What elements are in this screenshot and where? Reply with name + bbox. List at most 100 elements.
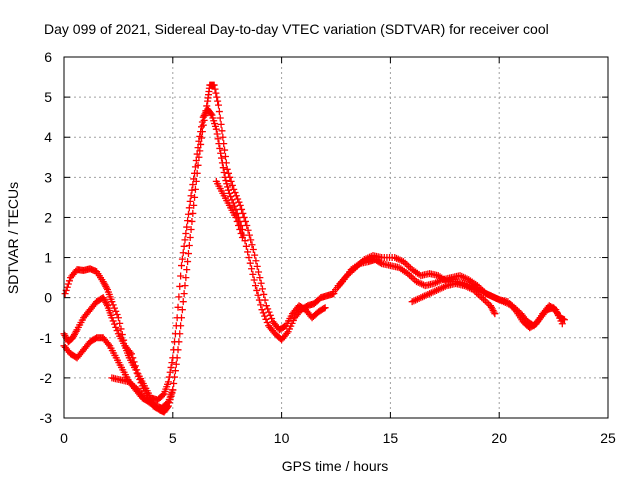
data-point-marker	[215, 140, 223, 148]
data-point-marker	[184, 250, 192, 258]
data-point-marker	[218, 127, 226, 135]
data-point-marker	[163, 399, 171, 407]
data-point-marker	[103, 284, 111, 292]
data-point-marker	[184, 217, 192, 225]
data-point-marker	[233, 217, 241, 225]
data-point-marker	[190, 175, 198, 183]
data-point-marker	[256, 274, 264, 282]
data-point-marker	[214, 97, 222, 105]
data-point-marker	[230, 185, 238, 193]
y-tick-label: 2	[44, 209, 52, 225]
data-point-marker	[221, 146, 229, 154]
data-point-marker	[63, 283, 71, 291]
data-point-marker	[257, 279, 265, 287]
data-point-marker	[171, 330, 179, 338]
data-point-marker	[185, 204, 193, 212]
data-point-marker	[257, 301, 265, 309]
data-point-marker	[133, 366, 141, 374]
data-point-marker	[108, 314, 116, 322]
y-tick-label: 6	[44, 49, 52, 65]
data-point-marker	[231, 202, 239, 210]
data-point-marker	[249, 270, 257, 278]
data-point-marker	[238, 234, 246, 241]
data-point-marker	[266, 311, 274, 319]
data-point-marker	[182, 274, 190, 282]
data-point-marker	[114, 314, 122, 322]
data-point-marker	[219, 164, 227, 172]
data-point-marker	[258, 306, 266, 314]
data-point-marker	[231, 189, 239, 197]
data-point-marker	[172, 360, 180, 368]
data-point-marker	[177, 272, 185, 280]
data-point-marker	[251, 282, 259, 290]
grid-lines	[64, 57, 608, 418]
data-point-marker	[129, 354, 137, 362]
data-point-marker	[244, 226, 252, 234]
data-point-marker	[186, 234, 194, 241]
data-point-marker	[167, 363, 175, 371]
data-point-marker	[175, 293, 183, 301]
x-axis-label: GPS time / hours	[282, 458, 389, 474]
data-point-marker	[558, 320, 566, 328]
data-point-marker	[195, 137, 203, 145]
data-point-marker	[126, 348, 134, 356]
data-point-marker	[232, 213, 240, 221]
data-point-marker	[258, 285, 266, 293]
tick-labels: 0 5 10 15 20 25 -3 -2 -1 0 1 2 3 4 5 6	[40, 49, 616, 446]
series-track-e	[330, 256, 568, 330]
data-point-marker	[193, 150, 201, 158]
x-tick-label: 5	[169, 430, 177, 446]
data-point-marker	[220, 169, 228, 177]
data-point-marker	[249, 246, 257, 254]
data-point-marker	[260, 290, 268, 298]
data-point-marker	[191, 185, 199, 193]
y-tick-label: 4	[44, 129, 52, 145]
plot-frame	[63, 56, 609, 419]
data-point-marker	[217, 149, 225, 157]
data-point-marker	[164, 378, 172, 386]
x-tick-label: 25	[600, 430, 616, 446]
data-point-marker	[225, 189, 233, 197]
data-point-marker	[242, 242, 250, 250]
series-track-b	[60, 105, 338, 404]
data-point-marker	[186, 197, 194, 205]
data-point-marker	[188, 186, 196, 194]
data-point-marker	[255, 296, 263, 304]
data-point-marker	[166, 368, 174, 376]
series-track-a	[61, 81, 329, 416]
y-tick-label: -2	[40, 370, 53, 386]
data-point-marker	[483, 298, 491, 306]
data-point-marker	[130, 358, 138, 366]
y-tick-label: -1	[40, 330, 53, 346]
data-point-marker	[189, 209, 197, 217]
data-point-marker	[217, 120, 225, 128]
data-point-marker	[168, 359, 176, 367]
data-point-marker	[320, 304, 328, 312]
x-tick-label: 0	[60, 430, 68, 446]
data-point-marker	[117, 325, 125, 333]
data-point-marker	[234, 195, 242, 203]
data-point-marker	[560, 316, 568, 324]
data-point-marker	[196, 132, 204, 140]
data-point-marker	[173, 314, 181, 322]
data-point-marker	[224, 183, 232, 191]
data-point-marker	[199, 121, 207, 129]
data-point-marker	[109, 301, 117, 309]
y-tick-label: -3	[40, 410, 53, 426]
data-point-marker	[180, 242, 188, 250]
data-point-marker	[223, 165, 231, 173]
data-point-marker	[261, 312, 269, 320]
data-point-marker	[213, 130, 221, 138]
data-point-marker	[165, 373, 173, 381]
data-point-marker	[262, 302, 270, 310]
data-point-marker	[191, 193, 199, 201]
x-tick-label: 10	[274, 430, 290, 446]
data-point-marker	[490, 308, 498, 316]
y-tick-label: 1	[44, 250, 52, 266]
data-point-marker	[491, 310, 499, 318]
data-point-marker	[235, 198, 243, 206]
data-point-marker	[248, 241, 256, 249]
data-point-marker	[232, 192, 240, 200]
data-point-marker	[113, 327, 121, 335]
data-point-marker	[218, 159, 226, 167]
